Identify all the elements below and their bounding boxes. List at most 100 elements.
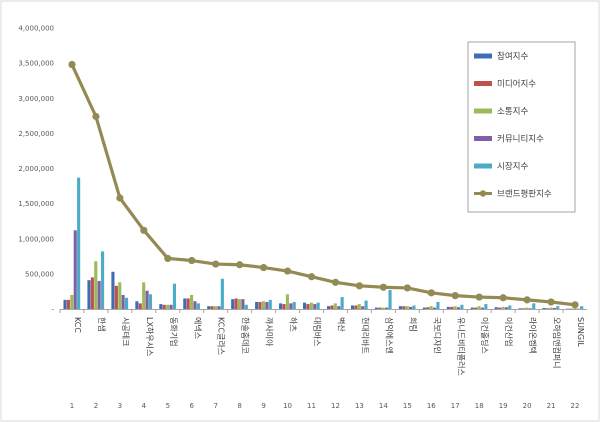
bar bbox=[145, 290, 149, 309]
brand-reputation-line bbox=[70, 63, 576, 307]
category-index: 9 bbox=[261, 402, 265, 410]
bar bbox=[378, 307, 382, 309]
line-point bbox=[260, 263, 268, 272]
bar bbox=[453, 306, 457, 309]
line-point bbox=[427, 289, 435, 297]
category-index: 15 bbox=[403, 402, 412, 410]
line-point bbox=[68, 60, 76, 69]
bar bbox=[87, 280, 91, 309]
bar bbox=[244, 304, 248, 309]
line-point bbox=[499, 294, 507, 302]
bar bbox=[169, 304, 173, 309]
bar bbox=[255, 301, 259, 309]
bar bbox=[73, 230, 77, 309]
bar bbox=[576, 308, 580, 310]
bar bbox=[142, 282, 146, 309]
category-label: 삼익에스엔 bbox=[384, 317, 394, 354]
category-label: 에넥스 bbox=[193, 317, 203, 339]
bar bbox=[214, 306, 218, 309]
bar bbox=[316, 302, 320, 309]
bar bbox=[412, 305, 416, 309]
bar bbox=[566, 308, 570, 310]
bar bbox=[172, 283, 176, 309]
line-point bbox=[307, 273, 316, 281]
bar bbox=[573, 308, 577, 309]
bar bbox=[90, 277, 94, 309]
bar bbox=[207, 306, 211, 309]
bar bbox=[114, 285, 118, 309]
category-label: 한솔홈데코 bbox=[241, 317, 251, 354]
category-label: KCC bbox=[73, 317, 82, 333]
legend-label: 참여지수 bbox=[497, 51, 528, 62]
category-index: 2 bbox=[94, 402, 98, 410]
category-index: 20 bbox=[523, 402, 532, 410]
category-index: 14 bbox=[379, 402, 388, 410]
category-label: LX하우시스 bbox=[145, 317, 155, 356]
bar bbox=[159, 304, 163, 309]
bar bbox=[498, 307, 502, 309]
category-index: 13 bbox=[355, 402, 364, 410]
category-index: 19 bbox=[499, 402, 508, 410]
line-point bbox=[283, 267, 292, 275]
bar bbox=[340, 297, 344, 309]
category-index: 18 bbox=[475, 402, 484, 410]
bar bbox=[220, 278, 224, 309]
legend-label: 브랜드평판지수 bbox=[497, 189, 552, 200]
line-point bbox=[355, 282, 364, 290]
category-index: 12 bbox=[331, 402, 340, 410]
bar bbox=[138, 303, 142, 309]
line-point bbox=[523, 296, 531, 304]
bar bbox=[337, 306, 341, 309]
bar bbox=[381, 307, 385, 309]
y-tick-label: - bbox=[51, 306, 54, 314]
bar bbox=[285, 294, 289, 309]
category-label: 오하임앤컴퍼니 bbox=[552, 317, 562, 369]
bar bbox=[422, 307, 426, 309]
y-tick-label: 500,000 bbox=[25, 270, 54, 278]
legend-label: 미디어지수 bbox=[497, 79, 536, 90]
bar bbox=[494, 307, 498, 309]
bar bbox=[210, 306, 214, 309]
bar bbox=[77, 177, 81, 309]
line-point bbox=[547, 298, 555, 306]
bar bbox=[429, 306, 433, 309]
bar bbox=[552, 307, 556, 309]
bar bbox=[118, 282, 122, 309]
bar bbox=[433, 307, 437, 309]
category-label: 시공테크 bbox=[121, 317, 130, 346]
legend-label: 소통지수 bbox=[497, 107, 528, 117]
category-index: 5 bbox=[166, 402, 170, 410]
line-series-group bbox=[68, 60, 579, 309]
y-axis: - 500,000 1,000,000 1,500,000 2,000,000 2,500… bbox=[18, 25, 54, 314]
legend-label: 시장지수 bbox=[497, 161, 528, 172]
bar bbox=[282, 304, 286, 309]
bar bbox=[409, 306, 413, 309]
bar bbox=[306, 304, 310, 309]
bar bbox=[364, 300, 368, 309]
line-point bbox=[188, 256, 196, 265]
bar bbox=[217, 306, 221, 309]
y-tick-label: 3,500,000 bbox=[18, 60, 54, 68]
bar bbox=[532, 303, 536, 309]
bar bbox=[190, 294, 194, 309]
bar bbox=[569, 308, 574, 310]
bar bbox=[330, 305, 334, 309]
category-label: 대림바스 bbox=[313, 317, 323, 346]
bar bbox=[70, 294, 74, 309]
line-point bbox=[331, 278, 340, 286]
bar bbox=[124, 297, 129, 309]
line-point bbox=[164, 254, 172, 263]
line-point bbox=[571, 301, 579, 309]
category-label: 하츠 bbox=[289, 317, 299, 332]
category-index: 21 bbox=[547, 402, 556, 410]
bar bbox=[470, 307, 474, 309]
category-index: 1 bbox=[70, 402, 74, 410]
y-tick-label: 2,500,000 bbox=[18, 130, 54, 138]
category-label: 이건홀딩스 bbox=[480, 317, 490, 354]
category-label: 현대리바트 bbox=[360, 317, 370, 354]
bar bbox=[426, 307, 430, 309]
bar bbox=[525, 307, 529, 309]
bar bbox=[241, 299, 245, 309]
y-tick-label: 1,500,000 bbox=[18, 200, 54, 208]
